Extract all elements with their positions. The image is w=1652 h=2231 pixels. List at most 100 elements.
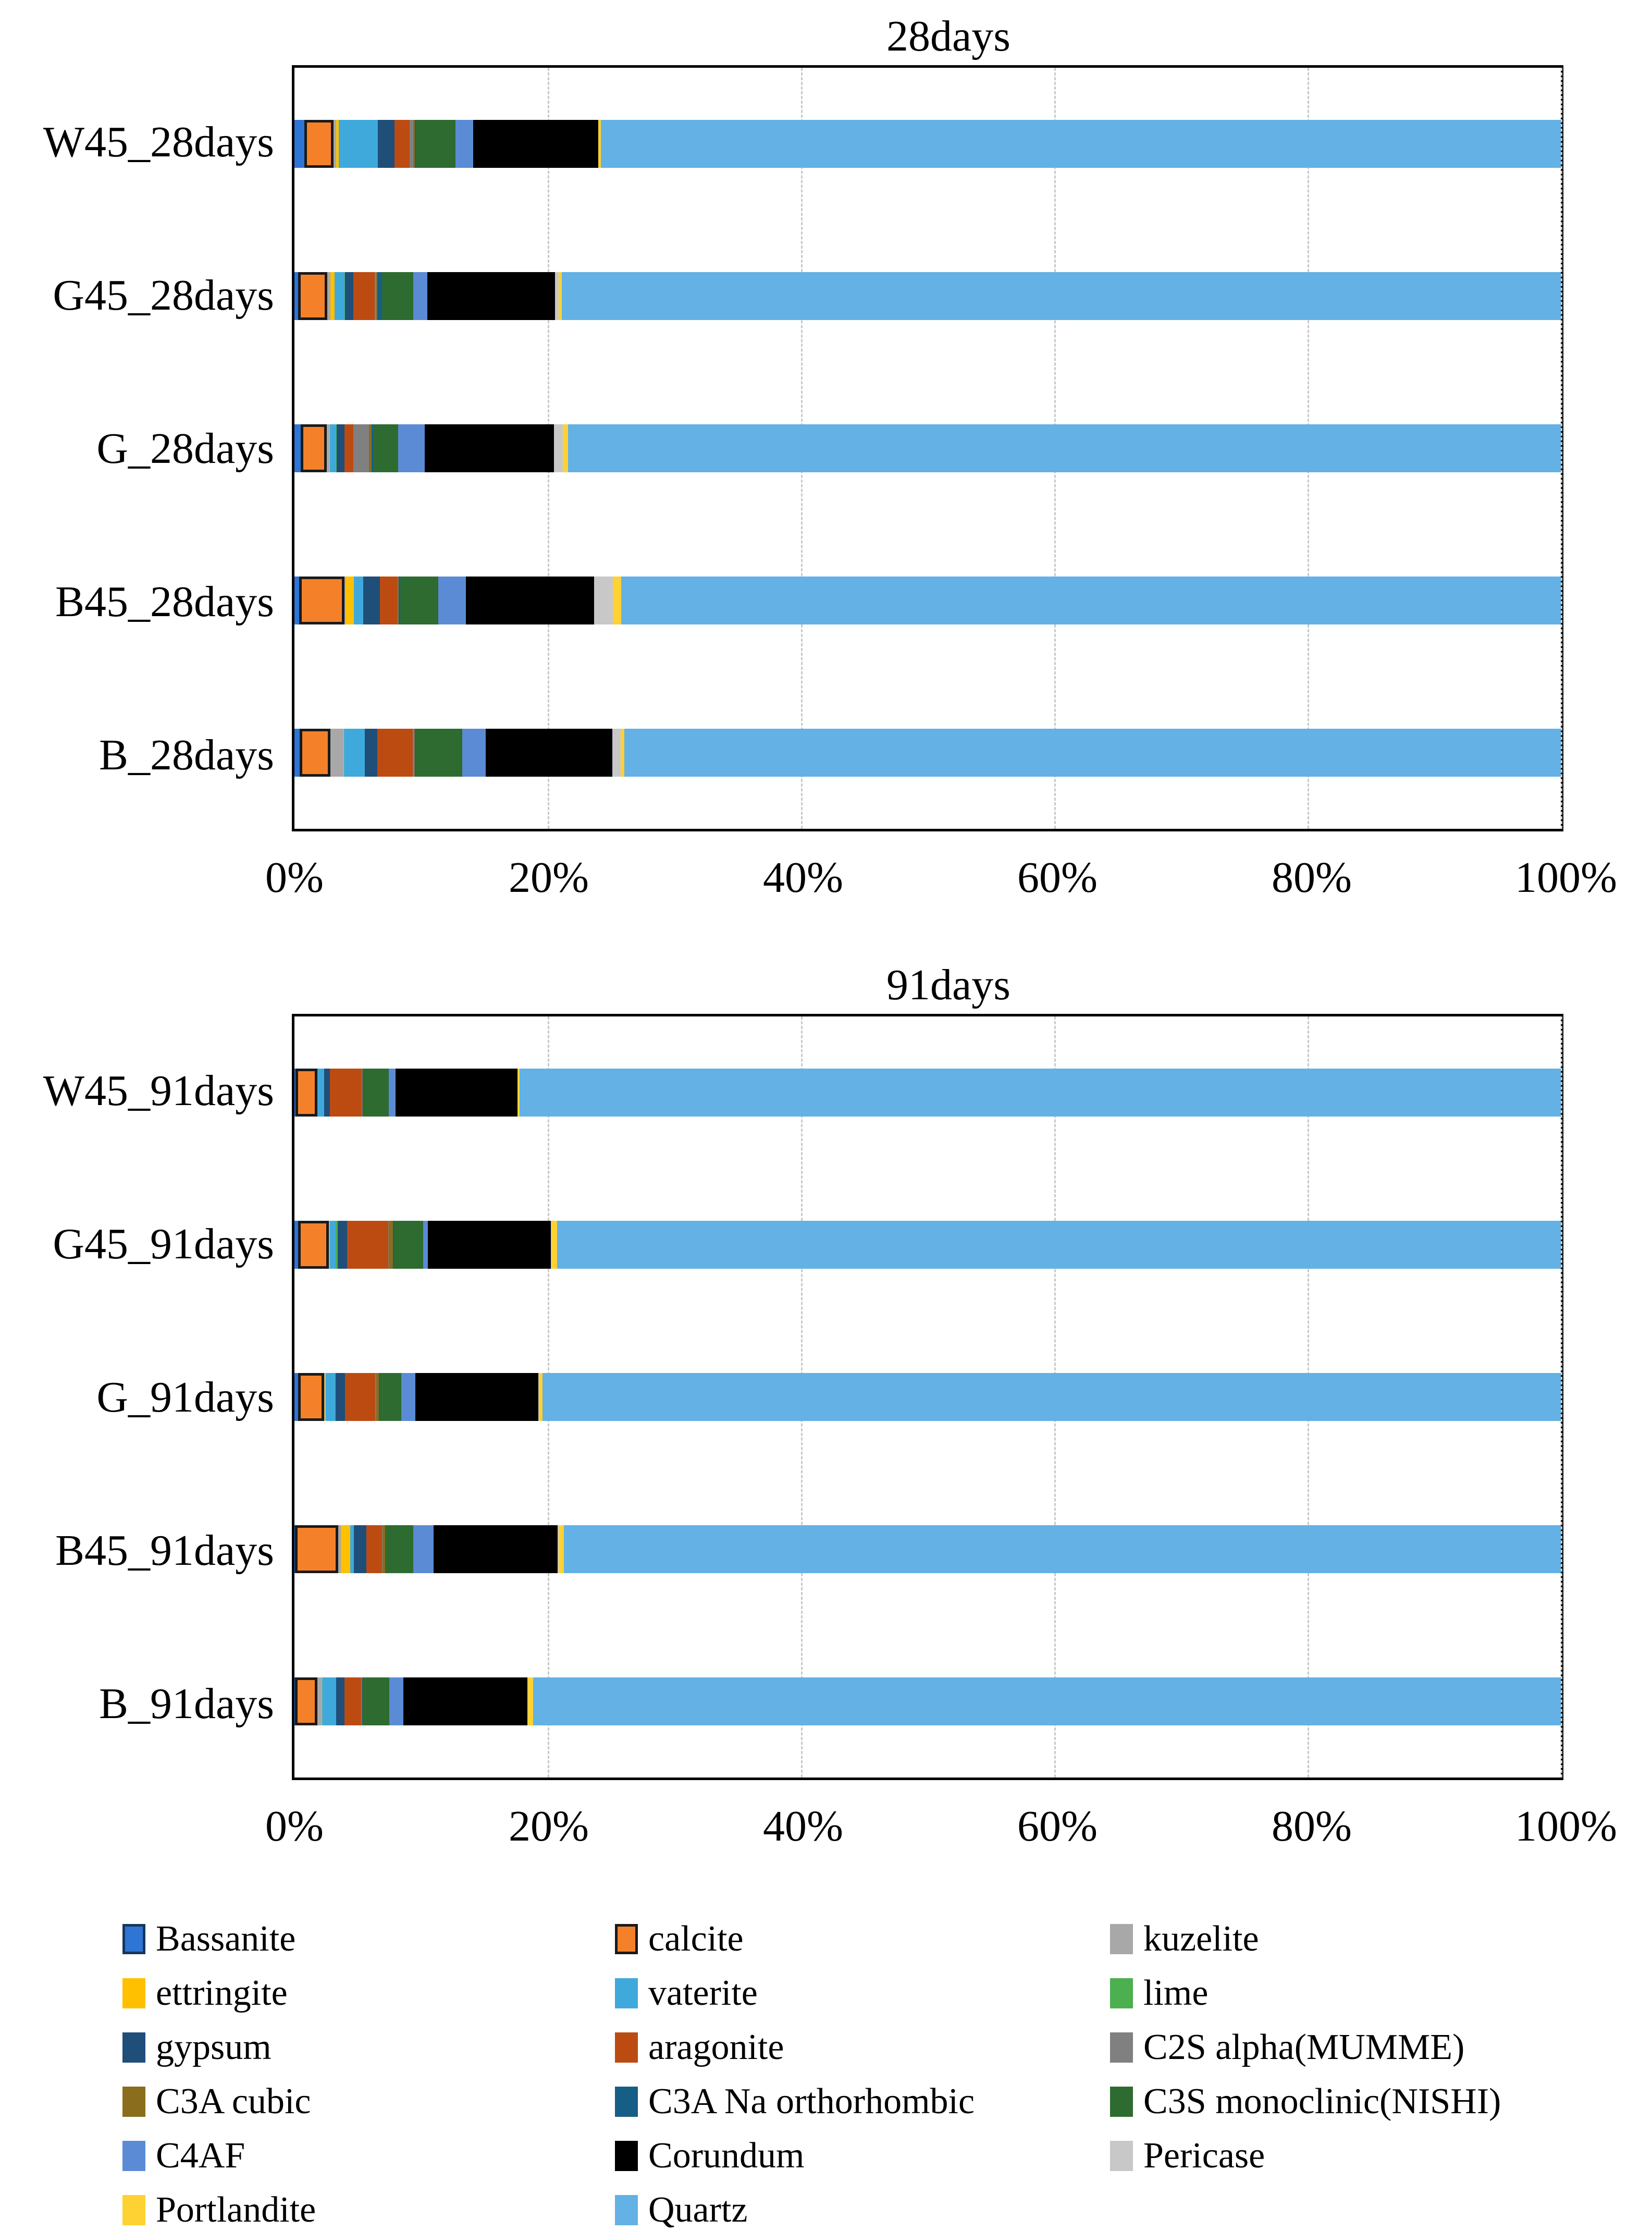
- bar-segment-c3s-monoclinic-nishi: [385, 1525, 414, 1573]
- bar-segment-kuzelite: [317, 1677, 322, 1725]
- bar-segment-bassanite: [294, 729, 300, 777]
- bar-segment-aragonite: [353, 272, 375, 320]
- bar-segment-gypsum: [364, 729, 378, 777]
- legend-swatch-portlandite: [122, 2195, 145, 2225]
- bar-segment-vaterite: [322, 1677, 337, 1725]
- bar-segment-gypsum: [337, 1221, 347, 1269]
- bar-segment-c4af: [413, 1525, 434, 1573]
- bar-segment-aragonite: [330, 1069, 362, 1117]
- x-tick-label-20: 20%: [509, 1802, 589, 1850]
- bar-segment-portlandite: [598, 120, 601, 168]
- bar-segment-portlandite: [528, 1677, 533, 1725]
- legend-swatch-ettringite: [122, 1978, 145, 2008]
- bar-segment-gypsum: [336, 1677, 344, 1725]
- category-label-b-91days: B_91days: [99, 1679, 274, 1728]
- bar-segment-bassanite: [294, 1069, 296, 1117]
- legend-label-calcite: calcite: [648, 1919, 744, 1959]
- x-tick-label-60: 60%: [1017, 1802, 1098, 1850]
- legend-swatch-corundum: [615, 2141, 638, 2171]
- gridline-100: [1561, 68, 1562, 829]
- category-label-g-28days: G_28days: [96, 424, 274, 473]
- bar-segment-c4af: [413, 272, 428, 320]
- bar-segment-kuzelite: [324, 1373, 325, 1421]
- legend-swatch-bassanite: [122, 1924, 145, 1954]
- bar-segment-bassanite: [294, 577, 299, 624]
- legend-swatch-quartz: [615, 2195, 638, 2225]
- bar-segment-c3s-monoclinic-nishi: [363, 1069, 389, 1117]
- legend-item-lime: lime: [1110, 1972, 1631, 2014]
- bar-segment-c3s-monoclinic-nishi: [363, 1677, 390, 1725]
- legend-label-c4af: C4AF: [156, 2136, 245, 2176]
- bar-segment-vaterite: [330, 1221, 336, 1269]
- x-tick-label-80: 80%: [1272, 853, 1352, 902]
- legend-label-c3s-monoclinic-nishi: C3S monoclinic(NISHI): [1143, 2081, 1501, 2122]
- bar-segment-kuzelite: [327, 272, 331, 320]
- bar-segment-pericase: [555, 272, 559, 320]
- bar-segment-vaterite: [354, 577, 364, 624]
- bar-segment-vaterite: [325, 1373, 335, 1421]
- bar-row-g-91days: [294, 1373, 1561, 1421]
- legend-item-portlandite: Portlandite: [122, 2189, 615, 2231]
- legend-item-kuzelite: kuzelite: [1110, 1918, 1631, 1960]
- bar-segment-c4af: [398, 424, 425, 472]
- x-tick-label-100: 100%: [1515, 853, 1617, 902]
- legend-swatch-gypsum: [122, 2032, 145, 2063]
- bar-row-b-28days: [294, 729, 1561, 777]
- gridline-100: [1561, 1016, 1562, 1778]
- bar-segment-calcite: [295, 1069, 317, 1117]
- category-label-g45-91days: G45_91days: [53, 1219, 274, 1268]
- bar-segment-corundum: [466, 577, 594, 624]
- bar-segment-c3s-monoclinic-nishi: [416, 120, 455, 168]
- bar-segment-quartz: [557, 1221, 1561, 1269]
- bar-segment-corundum: [415, 1373, 538, 1421]
- bar-segment-c4af: [438, 577, 466, 624]
- bar-segment-aragonite: [379, 577, 398, 624]
- y-axis-labels-91days: W45_91days G45_91days G_91days B45_91days B_…: [0, 1014, 292, 1780]
- bar-segment-bassanite: [294, 1373, 299, 1421]
- bar-segment-c3a-cubic: [414, 729, 415, 777]
- x-axis-28days: 0% 20% 40% 60% 80% 100%: [265, 831, 1617, 920]
- x-tick-label-60: 60%: [1017, 853, 1098, 902]
- bar-segment-quartz: [561, 272, 1561, 320]
- bar-segment-pericase: [594, 577, 613, 624]
- legend-item-bassanite: Bassanite: [122, 1918, 615, 1960]
- bar-segment-quartz: [520, 1069, 1561, 1117]
- bar-segment-gypsum: [335, 1373, 346, 1421]
- x-tick-label-0: 0%: [265, 853, 324, 902]
- bar-segment-portlandite: [613, 577, 621, 624]
- bar-segment-corundum: [473, 120, 599, 168]
- bar-segment-c2s-alpha-mumme: [375, 1373, 376, 1421]
- bar-segment-ettringite: [329, 424, 330, 472]
- bar-segment-c4af: [388, 1069, 396, 1117]
- plot-area-28days: [292, 65, 1563, 831]
- bar-segment-pericase: [612, 729, 621, 777]
- bar-segment-gypsum: [345, 272, 353, 320]
- legend-label-vaterite: vaterite: [648, 1973, 758, 2013]
- bar-segment-c3a-na-orthorhombic: [385, 1525, 386, 1573]
- bar-segment-c3a-cubic: [362, 1069, 363, 1117]
- bar-segment-quartz: [564, 1525, 1561, 1573]
- bar-segment-c3a-cubic: [398, 577, 399, 624]
- x-axis-91days: 0% 20% 40% 60% 80% 100%: [265, 1780, 1617, 1869]
- bar-segment-calcite: [298, 272, 328, 320]
- bar-segment-calcite: [299, 577, 344, 624]
- category-label-b-28days: B_28days: [99, 730, 274, 779]
- category-label-g-91days: G_91days: [96, 1372, 274, 1421]
- legend-label-c3a-na-orthorhombic: C3A Na orthorhombic: [648, 2081, 975, 2122]
- bar-segment-aragonite: [344, 1677, 361, 1725]
- bar-segment-gypsum: [324, 1069, 330, 1117]
- legend-swatch-c3a-cubic: [122, 2087, 145, 2117]
- bar-segment-vaterite: [339, 120, 378, 168]
- bar-segment-kuzelite: [330, 729, 343, 777]
- bar-segment-c2s-alpha-mumme: [413, 729, 414, 777]
- legend-label-corundum: Corundum: [648, 2136, 805, 2176]
- bar-segment-kuzelite: [344, 577, 346, 624]
- bar-segment-c3s-monoclinic-nishi: [379, 1373, 402, 1421]
- legend-label-bassanite: Bassanite: [156, 1919, 296, 1959]
- bar-segment-calcite: [301, 424, 327, 472]
- x-tick-label-100: 100%: [1515, 1802, 1617, 1850]
- legend-item-corundum: Corundum: [615, 2135, 1110, 2177]
- legend-swatch-aragonite: [615, 2032, 638, 2063]
- bar-segment-c3a-cubic: [388, 1221, 393, 1269]
- bar-segment-c3a-cubic: [376, 1373, 379, 1421]
